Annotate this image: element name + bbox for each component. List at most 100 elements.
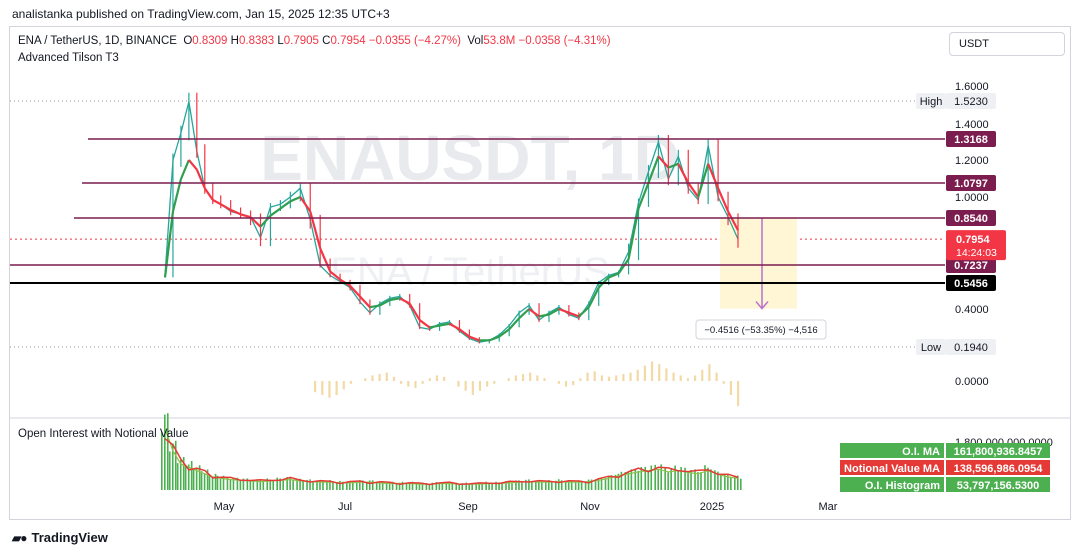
extreme-label-box — [916, 339, 946, 355]
t3-segment — [408, 303, 421, 321]
oi-histogram-bar — [680, 467, 682, 490]
oi-histogram-bar — [289, 477, 291, 490]
x-tick-label: Mar — [819, 501, 838, 513]
oi-histogram-bar — [704, 465, 706, 490]
t3-segment — [220, 203, 232, 211]
oscillator-bar — [457, 381, 460, 387]
oscillator-bar — [364, 378, 367, 381]
oi-histogram-bar — [475, 482, 477, 490]
oi-histogram-bar — [670, 468, 672, 490]
oi-histogram-bar — [488, 482, 490, 490]
oi-series-value-box — [946, 460, 1050, 475]
open-interest-title[interactable]: Open Interest with Notional Value — [18, 428, 189, 440]
oi-histogram-bar — [570, 480, 573, 490]
oi-histogram-bar — [192, 468, 195, 490]
oi-histogram-bar — [458, 484, 461, 490]
oi-histogram-bar — [684, 467, 686, 490]
oi-histogram-bar — [640, 466, 643, 490]
publisher-caption: analistanka published on TradingView.com… — [12, 7, 390, 21]
oi-histogram-bar — [461, 483, 464, 490]
x-tick-label: Jul — [338, 501, 352, 513]
horizontal-levels[interactable]: 1.3168 1.0797 0.8540 0.7237 0.5456 — [10, 131, 996, 291]
t3-segment — [240, 213, 251, 219]
t3-segment — [349, 285, 361, 298]
t3-segment — [289, 195, 301, 203]
oi-histogram-bar — [468, 483, 471, 490]
oi-histogram-bar — [296, 478, 298, 490]
t3-segment — [627, 208, 640, 260]
oi-histogram-bar — [600, 477, 603, 490]
oi-histogram-bar — [535, 480, 537, 490]
oi-histogram-bar — [425, 483, 428, 490]
oi-histogram-bar — [375, 482, 378, 490]
oi-histogram-bar — [508, 481, 510, 490]
t3-segment — [518, 308, 530, 320]
oi-histogram-bar — [421, 482, 424, 490]
oscillator-bar — [600, 375, 603, 381]
time-axis[interactable]: May Jul Sep Nov 2025 Mar — [214, 501, 838, 513]
oscillator-bar — [586, 372, 589, 381]
oi-histogram-bar — [206, 469, 209, 490]
oscillator-bar — [708, 364, 711, 381]
oscillator-bar — [658, 364, 661, 381]
oi-histogram-bar — [431, 482, 434, 490]
volume-value: 53.8M — [483, 35, 516, 47]
oscillator-bar — [701, 369, 704, 381]
oi-histogram-bar — [316, 480, 318, 490]
oi-histogram-bar — [164, 414, 166, 490]
oscillator-bar — [572, 381, 575, 386]
measure-arrow-head — [755, 301, 769, 310]
oscillator-bar — [314, 381, 317, 393]
measure-area — [720, 218, 797, 309]
oi-histogram-bar — [239, 479, 242, 490]
oi-histogram-bar — [266, 478, 269, 490]
oi-histogram-bar — [176, 463, 179, 490]
oi-histogram-bar — [309, 479, 311, 490]
oi-histogram-bar — [286, 477, 288, 490]
extreme-value: 1.5230 — [954, 96, 988, 108]
oscillator-bar — [607, 376, 611, 381]
oi-histogram-bar — [677, 470, 679, 490]
oi-histogram-bar — [614, 474, 617, 490]
oscillator-bar — [407, 381, 410, 387]
t3-segment — [439, 322, 450, 327]
oi-histogram-bar — [361, 480, 364, 490]
symbol-title[interactable]: ENA / TetherUS, 1D, BINANCE — [18, 35, 177, 47]
brand-label: TradingView — [31, 530, 108, 545]
oi-histogram-bar — [660, 464, 663, 490]
t3-segment — [647, 156, 660, 184]
t3-segment — [329, 270, 341, 281]
t3-segment — [369, 304, 381, 309]
tradingview-brand[interactable]: ▰● TradingView — [12, 530, 108, 545]
oi-series-name-box — [840, 443, 944, 458]
measure-tool[interactable]: −0.4516 (−53.35%) −4,516 — [695, 218, 827, 340]
level-tag — [946, 131, 996, 147]
oscillator-bar — [629, 372, 632, 381]
oi-histogram-bar — [242, 478, 245, 490]
oi-histogram-bar — [564, 481, 567, 490]
t3-segment — [379, 299, 391, 307]
oi-histogram-bar — [674, 465, 676, 490]
measure-label: −0.4516 (−53.35%) −4,516 — [704, 325, 817, 336]
volume-change-value: −0.0358 (−4.31%) — [518, 35, 611, 47]
oscillator-bar — [464, 381, 467, 391]
oscillator-bar — [686, 378, 690, 381]
oi-histogram-bar — [198, 465, 201, 490]
t3-line — [163, 155, 739, 342]
currency-button[interactable]: USDT — [949, 32, 1065, 56]
oi-histogram-bar — [495, 481, 497, 490]
volume-label: Vol — [467, 35, 484, 47]
indicator-legend[interactable]: Advanced Tilson T3 — [18, 52, 119, 64]
price-axis[interactable]: 1.6000 1.4000 1.2000 1.0000 0.4000 0.0000 High… — [916, 81, 1006, 388]
oscillator-bar — [414, 381, 417, 388]
last-price-value: 0.7954 — [956, 234, 991, 246]
level-value: 1.0797 — [954, 178, 988, 190]
oi-histogram-bar — [167, 413, 169, 490]
t3-segment — [538, 313, 550, 318]
watermark-pair: ENA / TetherUS — [330, 250, 609, 294]
t3-segment — [727, 210, 739, 231]
oi-histogram-bar — [604, 478, 607, 490]
oi-histogram-bar — [580, 480, 583, 490]
oi-histogram-bar — [200, 471, 203, 490]
